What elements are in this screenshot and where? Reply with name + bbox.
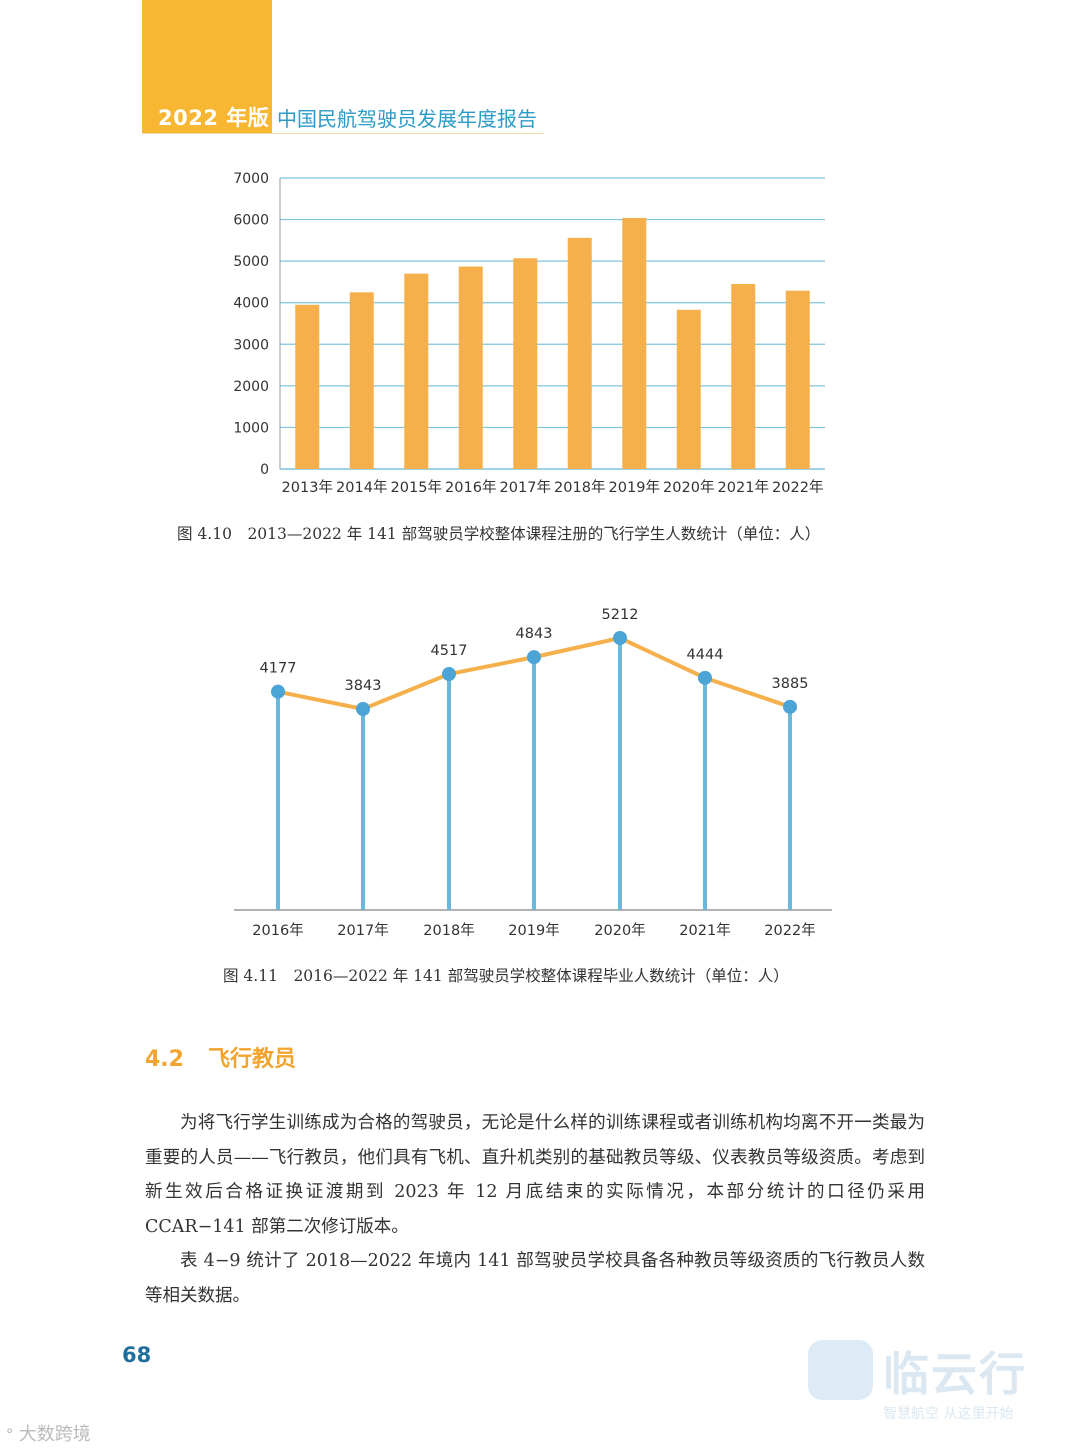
y-tick-label: 6000 xyxy=(233,213,269,229)
x-tick-label: 2018年 xyxy=(554,479,605,496)
x-tick-label: 2019年 xyxy=(609,479,660,496)
data-label: 3885 xyxy=(772,676,809,692)
data-point xyxy=(613,631,627,645)
y-tick-label: 5000 xyxy=(233,254,269,270)
x-tick-label: 2022年 xyxy=(764,922,815,939)
x-tick-label: 2014年 xyxy=(336,479,387,496)
data-label: 4843 xyxy=(516,626,553,642)
y-tick-label: 7000 xyxy=(233,171,269,187)
data-point xyxy=(271,684,285,699)
data-label: 3843 xyxy=(345,678,382,694)
section-heading: 4.2 飞行教员 xyxy=(145,1041,296,1073)
x-tick-label: 2020年 xyxy=(594,922,645,939)
header-divider xyxy=(142,133,544,134)
section-number: 4.2 xyxy=(145,1047,184,1072)
y-tick-label: 3000 xyxy=(233,337,269,353)
data-point xyxy=(356,702,370,716)
x-tick-label: 2020年 xyxy=(663,479,714,496)
watermark-tagline: 智慧航空 从这里开始 xyxy=(883,1406,1014,1422)
section-title: 飞行教员 xyxy=(207,1047,296,1072)
figure-4-10-caption: 图 4.10 2013—2022 年 141 部驾驶员学校整体课程注册的飞行学生… xyxy=(177,525,821,543)
y-tick-label: 1000 xyxy=(233,420,269,436)
x-tick-label: 2016年 xyxy=(445,479,496,496)
x-tick-label: 2018年 xyxy=(423,922,474,939)
data-label: 4444 xyxy=(687,647,724,663)
report-title: 中国民航驾驶员发展年度报告 xyxy=(277,107,537,131)
report-edition: 2022 年版 xyxy=(158,106,270,130)
watermark-dashu: ᐤ 大数跨境 xyxy=(6,1420,91,1446)
data-point xyxy=(442,667,456,682)
bar xyxy=(622,217,647,469)
data-label: 4177 xyxy=(260,661,297,677)
paragraph: 表 4−9 统计了 2018—2022 年境内 141 部驾驶员学校具备各种教员… xyxy=(145,1251,925,1306)
x-tick-label: 2016年 xyxy=(252,922,303,939)
data-label: 4517 xyxy=(431,643,468,659)
figure-4-11-caption: 图 4.11 2016—2022 年 141 部驾驶员学校整体课程毕业人数统计（… xyxy=(223,967,789,985)
x-tick-label: 2017年 xyxy=(337,922,388,939)
data-point xyxy=(698,670,712,685)
page-number: 68 xyxy=(122,1343,152,1367)
bar xyxy=(349,292,374,469)
paragraph: 为将飞行学生训练成为合格的驾驶员，无论是什么样的训练课程或者训练机构均离不开一类… xyxy=(145,1113,925,1237)
x-tick-label: 2021年 xyxy=(718,479,769,496)
x-tick-label: 2022年 xyxy=(772,479,823,496)
bar xyxy=(785,290,810,469)
line-chart-graduates: 4177 2016年 3843 2017年 4517 2018年 4843 2019年 5212… xyxy=(234,607,832,939)
watermark-logo-icon: ᐤ xyxy=(6,1424,14,1445)
header-accent-block xyxy=(142,0,272,133)
bar xyxy=(513,258,538,469)
data-point xyxy=(783,699,797,714)
bar xyxy=(404,273,429,469)
watermark-brand: 临云行 xyxy=(883,1347,1027,1401)
bar xyxy=(458,266,483,469)
x-tick-label: 2013年 xyxy=(282,479,333,496)
body-text: 为将飞行学生训练成为合格的驾驶员，无论是什么样的训练课程或者训练机构均离不开一类… xyxy=(145,1106,925,1313)
bar xyxy=(295,304,320,469)
watermark-dashu-text: 大数跨境 xyxy=(18,1424,91,1445)
x-tick-label: 2019年 xyxy=(508,922,559,939)
x-tick-label: 2017年 xyxy=(500,479,551,496)
y-tick-label: 2000 xyxy=(233,379,269,395)
bar xyxy=(676,309,701,469)
data-point xyxy=(527,650,541,665)
bar xyxy=(731,284,756,469)
x-tick-label: 2021年 xyxy=(679,922,730,939)
bar xyxy=(567,237,592,469)
x-tick-label: 2015年 xyxy=(391,479,442,496)
y-tick-label: 4000 xyxy=(233,296,269,312)
data-label: 5212 xyxy=(602,607,639,623)
watermark-plane-logo-icon xyxy=(808,1340,873,1400)
y-tick-label: 0 xyxy=(260,462,269,478)
